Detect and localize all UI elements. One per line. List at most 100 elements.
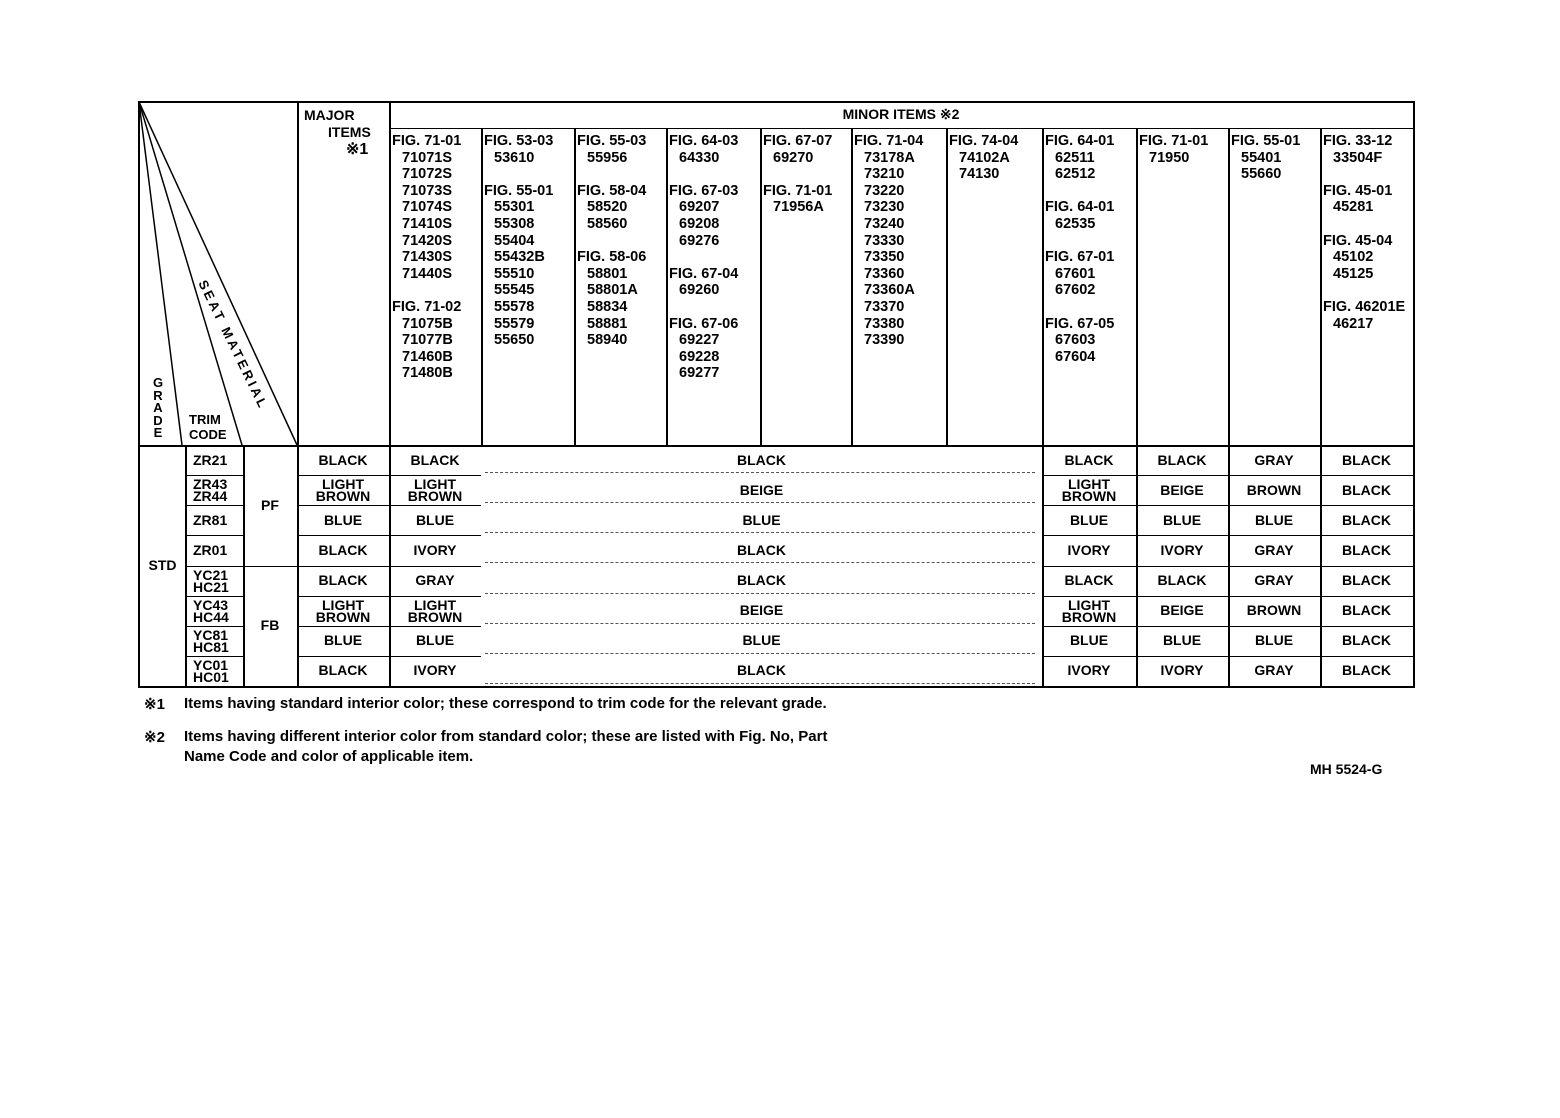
minor-items-common-color: BLACK	[737, 541, 786, 558]
part-number: 67604	[1055, 348, 1096, 365]
dashed-divider	[485, 622, 1035, 624]
row-divider	[297, 505, 481, 507]
minor-item-color: BROWN	[1246, 481, 1302, 498]
part-number	[577, 166, 665, 183]
figure-number: FIG. 67-01	[1045, 249, 1115, 266]
figure-number: FIG. 45-04	[1323, 232, 1393, 249]
minor-item-color: BLACK	[1342, 572, 1391, 589]
column-divider	[481, 128, 483, 445]
seat-material-cell: FB	[260, 617, 280, 634]
footnote-1-text: Items having standard interior color; th…	[184, 695, 827, 712]
seat-material-cell: PF	[261, 496, 279, 513]
row-divider	[297, 595, 481, 597]
minor-item-column: FIG. 71-04 73178A 73210 73220 73230 73240 7333…	[854, 133, 945, 349]
trim-code: YC43	[193, 596, 229, 613]
minor-item-color: BLACK	[410, 451, 460, 468]
minor-item-color: LIGHT BROWN	[407, 476, 463, 505]
trim-code-cell: YC21 HC21	[187, 566, 243, 596]
minor-items-header: MINOR ITEMS ※2	[842, 106, 960, 122]
figure-number: FIG. 46201E	[1323, 298, 1406, 315]
column-divider	[1320, 128, 1322, 686]
row-divider	[185, 625, 243, 627]
minor-item-color: BLACK	[1342, 662, 1391, 679]
trim-code-cell: ZR81	[187, 505, 243, 535]
part-number: 58520	[587, 199, 628, 216]
part-number	[577, 233, 665, 250]
minor-item-color: BLUE	[1069, 511, 1109, 528]
row-divider	[185, 475, 243, 477]
row-divider	[1042, 595, 1413, 597]
part-number: 73330	[864, 232, 905, 249]
minor-item-color: BEIGE	[1160, 481, 1204, 498]
part-number: 71420S	[402, 232, 452, 249]
part-number: 55578	[494, 298, 535, 315]
part-number: 69207	[679, 199, 720, 216]
figure-number: FIG. 55-01	[1231, 133, 1301, 149]
row-divider	[1042, 655, 1413, 657]
part-number: 55660	[1241, 166, 1282, 183]
part-number: 45102	[1333, 249, 1374, 266]
part-number: 69276	[679, 232, 720, 249]
part-number: 33504F	[1333, 149, 1383, 166]
trim-code: YC81	[193, 626, 229, 643]
minor-item-color: BLUE	[415, 632, 455, 649]
minor-item-column: FIG. 64-01 62511 62512 FIG. 64-01 62535 FIG. …	[1045, 133, 1135, 365]
part-number: 58881	[587, 315, 628, 332]
part-number: 73240	[864, 215, 905, 232]
part-number: 58940	[587, 332, 628, 349]
dashed-divider	[485, 502, 1035, 504]
minor-items-common-color: BLACK	[737, 451, 786, 468]
minor-item-color: BLUE	[1254, 511, 1294, 528]
figure-number: FIG. 58-04	[577, 182, 647, 199]
part-number	[392, 282, 480, 299]
document-code: MH 5524-G	[1310, 761, 1383, 777]
major-label: MAJOR	[304, 107, 355, 123]
row-divider	[297, 655, 481, 657]
figure-number: FIG. 55-03	[577, 133, 647, 149]
footnote-1-mark: ※1	[144, 696, 165, 713]
part-number: 73230	[864, 199, 905, 216]
part-number	[669, 166, 759, 183]
part-number: 55308	[494, 215, 535, 232]
part-number: 46217	[1333, 315, 1374, 332]
minor-item-color: LIGHT BROWN	[1061, 476, 1117, 505]
minor-items-common-color: BEIGE	[739, 481, 784, 498]
part-number: 71074S	[402, 199, 452, 216]
part-number: 55301	[494, 199, 535, 216]
part-number: 71075B	[402, 315, 453, 332]
column-divider	[946, 128, 948, 445]
row-divider	[185, 535, 243, 537]
minor-item-color: LIGHT BROWN	[1061, 596, 1117, 625]
part-number: 58801A	[587, 282, 638, 299]
part-number: 71071S	[402, 149, 452, 166]
major-item-color: BLUE	[323, 632, 363, 649]
minor-items-common-color: BLUE	[742, 632, 781, 649]
trim-code: ZR43	[193, 476, 228, 493]
part-number: 45281	[1333, 199, 1374, 216]
part-number: 71950	[1149, 149, 1190, 166]
column-divider	[1042, 128, 1044, 686]
figure-number: FIG. 64-01	[1045, 133, 1115, 149]
part-number: 73178A	[864, 149, 915, 166]
trim-code-cell: ZR21	[187, 445, 243, 475]
trim-code: HC44	[193, 608, 229, 625]
part-number	[1045, 299, 1135, 316]
figure-number: FIG. 64-01	[1045, 199, 1115, 216]
figure-number: FIG. 74-04	[949, 133, 1019, 149]
figure-number: FIG. 71-01	[1139, 133, 1209, 149]
dashed-divider	[485, 562, 1035, 564]
part-number	[763, 166, 850, 183]
part-number: 73390	[864, 332, 905, 349]
part-number: 58834	[587, 298, 628, 315]
minor-item-color: BLACK	[1342, 511, 1391, 528]
column-divider	[1136, 128, 1138, 686]
code-label: CODE	[189, 427, 227, 442]
trim-code-cell: YC81 HC81	[187, 626, 243, 656]
minor-item-color: BLACK	[1342, 451, 1391, 468]
part-number: 55545	[494, 282, 535, 299]
minor-item-color: LIGHT BROWN	[407, 596, 463, 625]
row-divider	[1042, 505, 1413, 507]
minor-item-column: FIG. 67-07 69270 FIG. 71-01 71956A	[763, 133, 850, 216]
part-number: 67601	[1055, 265, 1096, 282]
